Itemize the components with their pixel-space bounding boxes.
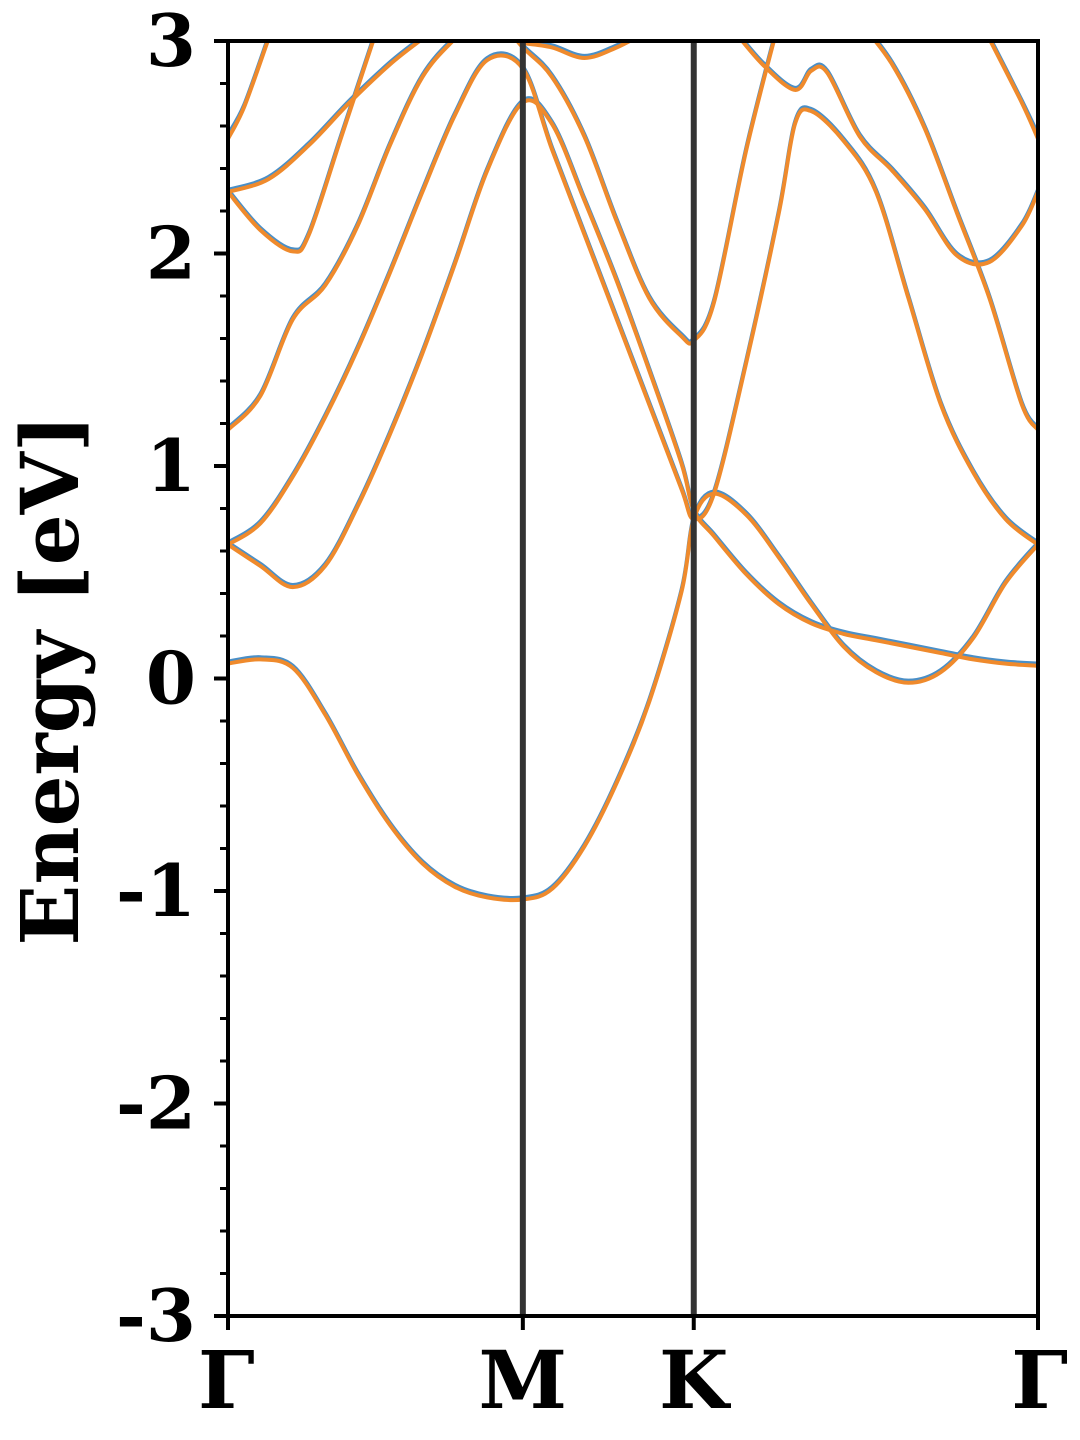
band-line [228, 41, 270, 141]
band-line [228, 41, 376, 254]
band-line [228, 41, 776, 432]
x-tick-label: M [479, 1333, 568, 1427]
y-tick-label: -2 [116, 1061, 196, 1146]
y-tick-label: 2 [146, 211, 196, 296]
band-line [228, 96, 1038, 666]
band-line [228, 98, 1038, 668]
band-line [228, 489, 1038, 900]
y-axis-ticks: 3 2 1 0 -1 -2 -3 [116, 0, 228, 1358]
x-tick-label: Γ [1011, 1333, 1068, 1427]
y-tick-label: 0 [146, 636, 196, 721]
y-axis-label: Energy [eV] [3, 414, 97, 945]
band-line [739, 41, 1038, 267]
x-tick-label: Γ [198, 1333, 255, 1427]
y-tick-label: -1 [116, 848, 196, 933]
series-2 [228, 41, 1038, 903]
band-line [228, 51, 1038, 545]
band-line [988, 41, 1038, 141]
y-tick-label: 3 [146, 0, 196, 83]
bands-layer [228, 41, 1038, 903]
band-line [520, 41, 631, 58]
band-line [228, 491, 1038, 903]
band-line [872, 41, 1038, 432]
series-1 [228, 41, 1038, 900]
band-line [228, 53, 1038, 547]
y-tick-label: 1 [146, 423, 196, 508]
x-tick-label: K [659, 1333, 731, 1427]
y-tick-label: -3 [116, 1273, 196, 1358]
high-symmetry-lines [519, 41, 697, 1316]
band-line [228, 41, 423, 194]
